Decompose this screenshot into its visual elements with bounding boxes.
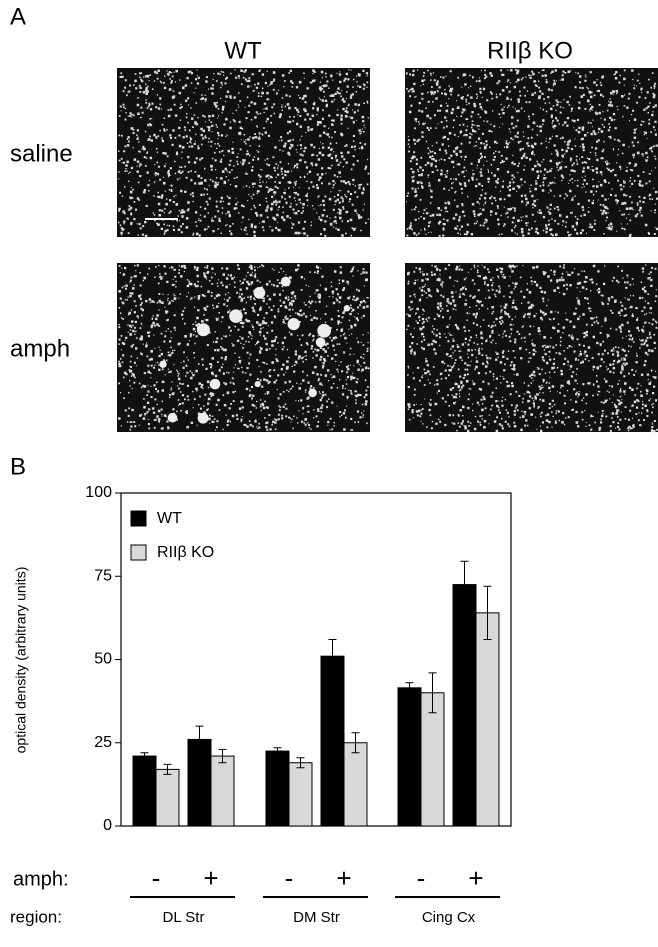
bar [452,584,477,827]
row-label: saline [10,140,73,167]
grain [118,69,370,238]
column-label: RIIβ KO [487,37,573,64]
labeled-cell [196,323,210,337]
error-bar [428,672,437,714]
y-tick-label: 100 [85,484,112,501]
error-bar [483,585,492,641]
group-label: Cing Cx [422,909,476,926]
labeled-cell [343,305,351,312]
y-axis-label: optical density (arbitrary units) [13,567,29,754]
error-bar [351,732,360,754]
grain [118,264,370,431]
bar [288,762,313,827]
error-bar [296,757,305,769]
error-bar [140,752,149,760]
panel-label: B [10,453,26,480]
legend-swatch [130,544,147,561]
error-bar [328,639,337,674]
bar [265,750,290,827]
error-bar [273,747,282,755]
labeled-cell [317,323,331,338]
labeled-cell [159,360,167,368]
labeled-cell [308,388,317,398]
labeled-cell [315,337,326,348]
error-bar [218,748,227,764]
legend-swatch [130,510,147,527]
bar [210,755,235,827]
labeled-cell [197,412,209,424]
legend-label: RIIβ KO [157,544,214,561]
micrograph [405,263,658,432]
error-bar [460,560,469,609]
labeled-cell [287,317,300,331]
labeled-cell [253,286,266,299]
y-tick-label: 75 [94,567,112,584]
y-tick-label: 25 [94,734,112,751]
bar [320,655,345,827]
x-tick-label: + [336,863,351,893]
column-label: WT [224,37,262,64]
x-tick-label: - [417,863,426,893]
grain [406,69,658,237]
row-label: amph [10,335,70,362]
y-tick-label: 0 [103,817,112,834]
labeled-cell [167,412,178,423]
x-tick-label: + [203,863,218,893]
error-bar [405,682,414,694]
error-bar [163,763,172,775]
labeled-cell [229,309,243,323]
bar [475,612,500,827]
bar [155,768,180,827]
bar [132,755,157,827]
group-label: DM Str [293,909,340,926]
row-label: region: [10,907,62,926]
micrographs [117,68,658,433]
labeled-cell [254,381,261,388]
legend-label: WT [157,510,182,527]
panel-label: A [10,3,26,30]
labeled-cell [209,378,221,390]
group-label: DL Str [163,909,205,926]
y-tick-label: 50 [94,651,112,668]
x-tick-label: + [468,863,483,893]
grain [406,264,658,433]
bar [397,687,422,827]
labeled-cell [280,276,291,287]
micrograph [117,68,370,237]
row-label: amph: [13,868,69,890]
x-tick-label: - [152,863,161,893]
x-tick-label: - [285,863,294,893]
error-bar [195,725,204,754]
bar [343,742,368,827]
